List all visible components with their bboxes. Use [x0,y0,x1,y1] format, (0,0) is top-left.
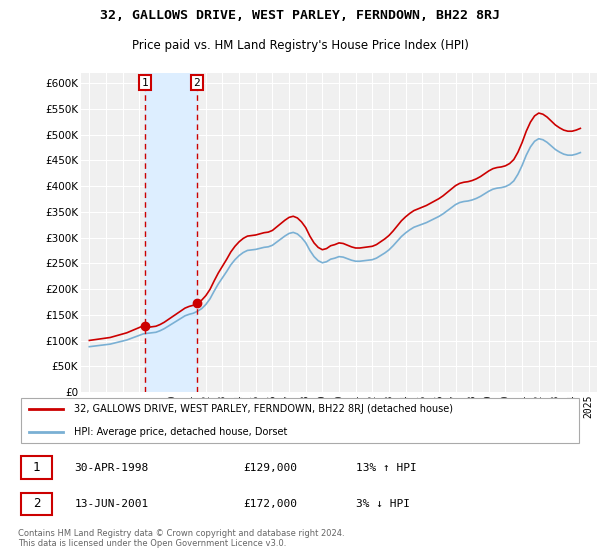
FancyBboxPatch shape [21,456,52,479]
Text: 30-APR-1998: 30-APR-1998 [74,463,149,473]
Text: HPI: Average price, detached house, Dorset: HPI: Average price, detached house, Dors… [74,427,288,437]
Text: 2: 2 [193,78,200,87]
Text: 1: 1 [142,78,148,87]
Text: 32, GALLOWS DRIVE, WEST PARLEY, FERNDOWN, BH22 8RJ (detached house): 32, GALLOWS DRIVE, WEST PARLEY, FERNDOWN… [74,404,454,414]
Text: 3% ↓ HPI: 3% ↓ HPI [356,499,410,509]
Text: £172,000: £172,000 [244,499,298,509]
Text: Price paid vs. HM Land Registry's House Price Index (HPI): Price paid vs. HM Land Registry's House … [131,39,469,53]
Text: Contains HM Land Registry data © Crown copyright and database right 2024.
This d: Contains HM Land Registry data © Crown c… [18,529,344,548]
Text: 13-JUN-2001: 13-JUN-2001 [74,499,149,509]
Text: 32, GALLOWS DRIVE, WEST PARLEY, FERNDOWN, BH22 8RJ: 32, GALLOWS DRIVE, WEST PARLEY, FERNDOWN… [100,9,500,22]
Text: 2: 2 [33,497,40,511]
Text: £129,000: £129,000 [244,463,298,473]
FancyBboxPatch shape [21,398,579,443]
Text: 13% ↑ HPI: 13% ↑ HPI [356,463,417,473]
Text: 1: 1 [33,461,40,474]
FancyBboxPatch shape [21,493,52,515]
Bar [145,73,197,392]
